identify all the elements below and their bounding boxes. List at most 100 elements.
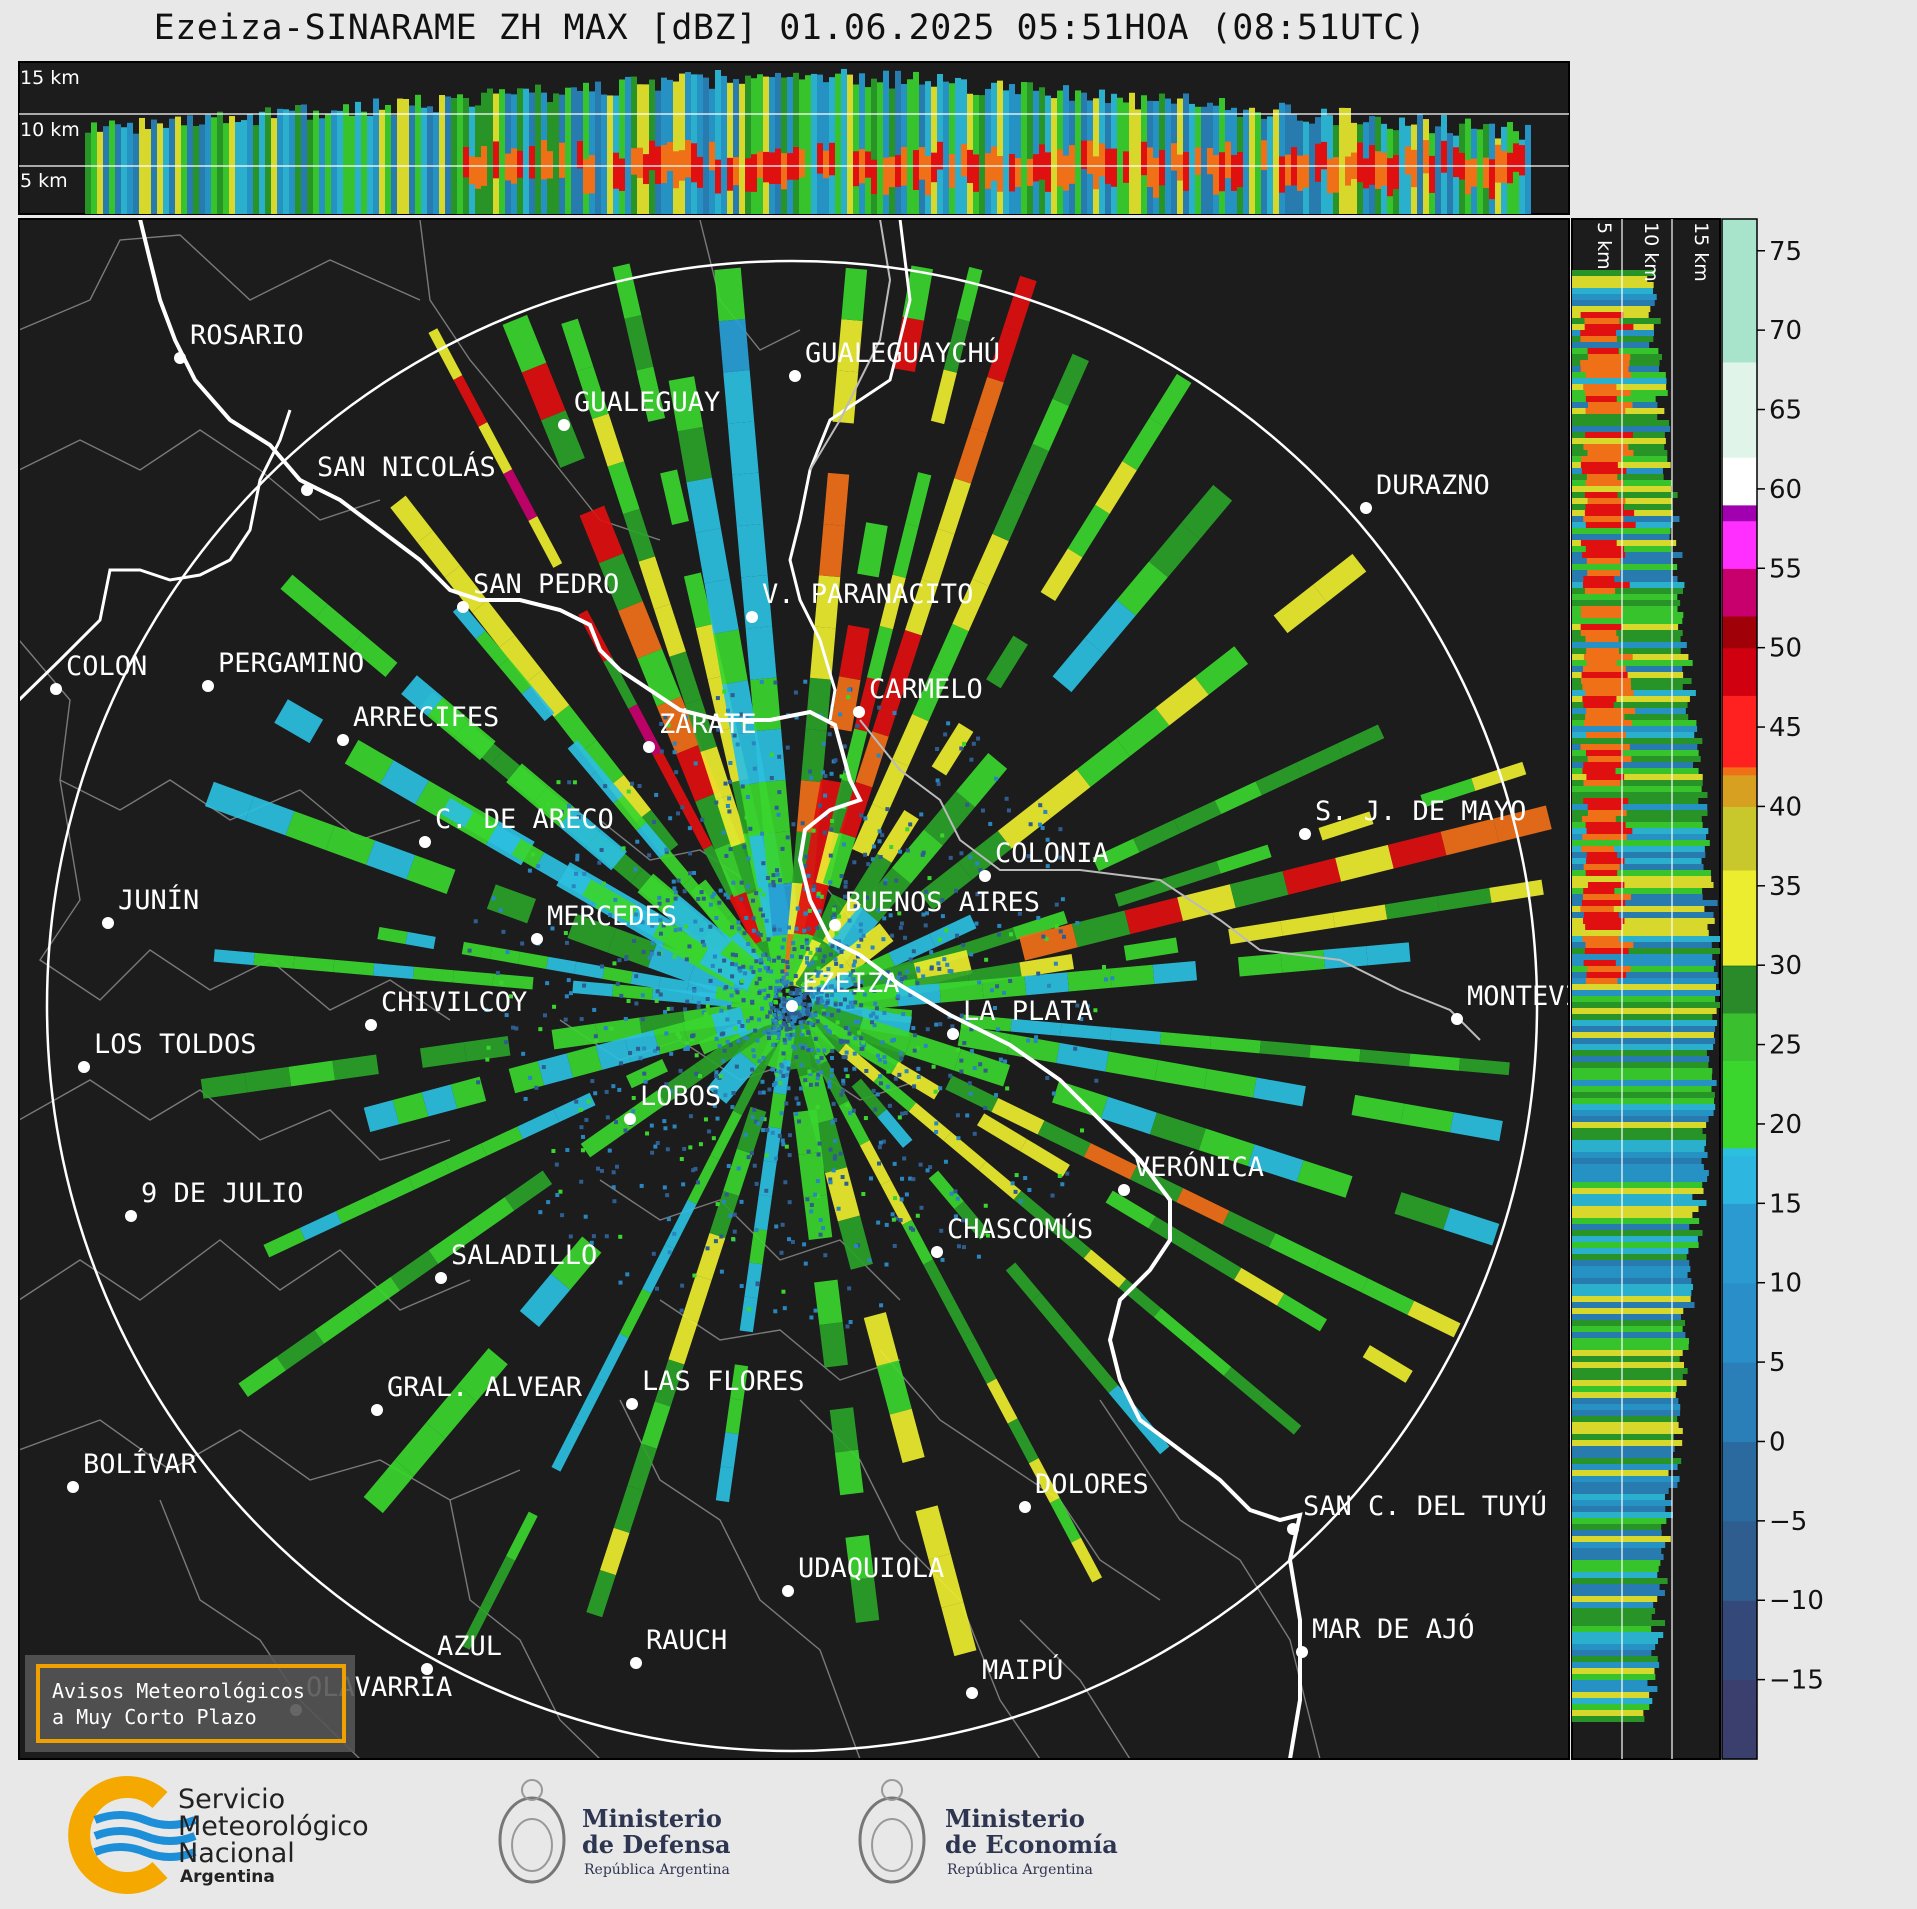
- city-label: C. DE ARECO: [435, 804, 614, 835]
- notice-line-1: Avisos Meteorológicos: [52, 1679, 305, 1703]
- map-title: Ezeiza-SINARAME ZH MAX [dBZ] 01.06.2025 …: [153, 8, 1427, 48]
- colorbar-tick-label: 0: [1769, 1427, 1786, 1457]
- colorbar-tick-label: −5: [1769, 1507, 1807, 1537]
- smn-text-3: Nacional: [178, 1838, 295, 1869]
- city-label: LA PLATA: [963, 996, 1093, 1027]
- city-marker: [202, 680, 214, 692]
- smn-text-2: Meteorológico: [178, 1811, 369, 1842]
- city-marker: [1287, 1523, 1299, 1535]
- top-label-10km: 10 km: [20, 119, 80, 141]
- economia-logo: Ministerio de Economía República Argenti…: [858, 1779, 1118, 1884]
- top-label-15km: 15 km: [20, 67, 80, 89]
- city-marker: [457, 601, 469, 613]
- coat-of-arms-icon: [858, 1796, 926, 1884]
- city-label: UDAQUIOLA: [798, 1553, 944, 1584]
- city-marker: [630, 1657, 642, 1669]
- city-label: DOLORES: [1035, 1469, 1149, 1500]
- economia-text-2: de Economía: [945, 1830, 1118, 1859]
- city-marker: [531, 933, 543, 945]
- city-label: CARMELO: [869, 674, 983, 705]
- colorbar-tick-label: 5: [1769, 1348, 1786, 1378]
- city-label: MERCEDES: [547, 901, 677, 932]
- city-marker: [125, 1210, 137, 1222]
- city-marker: [419, 836, 431, 848]
- city-label: SAN NICOLÁS: [317, 451, 496, 483]
- city-label: AZUL: [437, 1631, 502, 1662]
- city-marker: [947, 1028, 959, 1040]
- city-marker: [789, 370, 801, 382]
- city-marker: [931, 1246, 943, 1258]
- colorbar-tick-label: 70: [1769, 316, 1802, 346]
- city-label: EZEIZA: [802, 968, 900, 999]
- smn-text-4: Argentina: [180, 1867, 275, 1887]
- city-marker: [371, 1404, 383, 1416]
- city-marker: [782, 1585, 794, 1597]
- city-label: SAN C. DEL TUYÚ: [1303, 1490, 1547, 1522]
- side-cross-section-panel: 5 km 10 km 15 km: [1571, 218, 1721, 1760]
- city-marker: [1451, 1013, 1463, 1025]
- city-marker: [626, 1398, 638, 1410]
- city-marker: [1118, 1184, 1130, 1196]
- colorbar-tick-label: 30: [1769, 951, 1802, 981]
- city-label: VERÓNICA: [1134, 1151, 1264, 1183]
- city-marker: [301, 484, 313, 496]
- coastlines-rivers: [19, 219, 1481, 1759]
- defensa-text-2: de Defensa: [582, 1830, 731, 1859]
- colorbar-tick-label: 35: [1769, 872, 1802, 902]
- side-echo-profile: [1572, 270, 1720, 1722]
- city-label: DURAZNO: [1376, 470, 1490, 501]
- city-marker: [78, 1061, 90, 1073]
- city-marker: [1360, 502, 1372, 514]
- colorbar-tick-label: 20: [1769, 1110, 1802, 1140]
- colorbar-tick-label: 60: [1769, 475, 1802, 505]
- city-marker: [102, 917, 114, 929]
- notice-border: [36, 1664, 346, 1743]
- colorbar-tick-label: −15: [1769, 1666, 1824, 1696]
- colorbar-tick-label: 55: [1769, 554, 1802, 584]
- coat-of-arms-icon: [498, 1796, 566, 1884]
- city-label: JUNÍN: [118, 884, 199, 916]
- city-label: MAR DE AJÓ: [1312, 1613, 1475, 1645]
- city-marker: [435, 1272, 447, 1284]
- colorbar-tick-label: 25: [1769, 1031, 1802, 1061]
- colorbar-tick-label: 65: [1769, 396, 1802, 426]
- city-label: COLON: [66, 651, 147, 682]
- city-marker: [174, 352, 186, 364]
- city-marker: [624, 1113, 636, 1125]
- city-label: GRAL. ALVEAR: [387, 1372, 583, 1403]
- city-label: BOLÍVAR: [83, 1448, 198, 1480]
- city-marker: [966, 1687, 978, 1699]
- side-label-10km: 10 km: [1640, 222, 1662, 282]
- economia-text-3: República Argentina: [947, 1862, 1093, 1878]
- colorbar-tick-label: 40: [1769, 792, 1802, 822]
- city-marker: [421, 1663, 433, 1675]
- city-marker: [558, 419, 570, 431]
- defensa-text-1: Ministerio: [582, 1804, 722, 1833]
- side-label-15km: 15 km: [1690, 222, 1712, 282]
- radar-map-panel: ROSARIO GUALEGUAYCHÚ GUALEGUAY SAN NICOLÁS D…: [18, 218, 1570, 1760]
- city-marker: [1019, 1501, 1031, 1513]
- smn-text-1: Servicio: [178, 1784, 285, 1815]
- city-marker: [746, 611, 758, 623]
- city-marker: [1299, 828, 1311, 840]
- radar-reflectivity-echoes: [200, 263, 1552, 1657]
- city-marker: [853, 706, 865, 718]
- city-label: MAIPÚ: [982, 1654, 1063, 1686]
- city-label: CHIVILCOY: [381, 987, 527, 1018]
- city-label: GUALEGUAYCHÚ: [805, 337, 1000, 369]
- city-marker: [829, 919, 841, 931]
- city-marker: [50, 683, 62, 695]
- notice-line-2: a Muy Corto Plazo: [52, 1705, 257, 1729]
- footer-logos: Servicio Meteorológico Nacional Argentin…: [68, 1776, 1118, 1894]
- city-label: S. J. DE MAYO: [1315, 796, 1526, 827]
- city-label: 9 DE JULIO: [141, 1178, 304, 1209]
- city-label: ROSARIO: [190, 320, 304, 351]
- city-label: LOBOS: [640, 1081, 721, 1112]
- city-marker: [643, 741, 655, 753]
- city-label: GUALEGUAY: [574, 387, 720, 418]
- city-label: LAS FLORES: [642, 1366, 805, 1397]
- colorbar-tick-label: 50: [1769, 634, 1802, 664]
- city-marker: [337, 734, 349, 746]
- city-marker: [979, 870, 991, 882]
